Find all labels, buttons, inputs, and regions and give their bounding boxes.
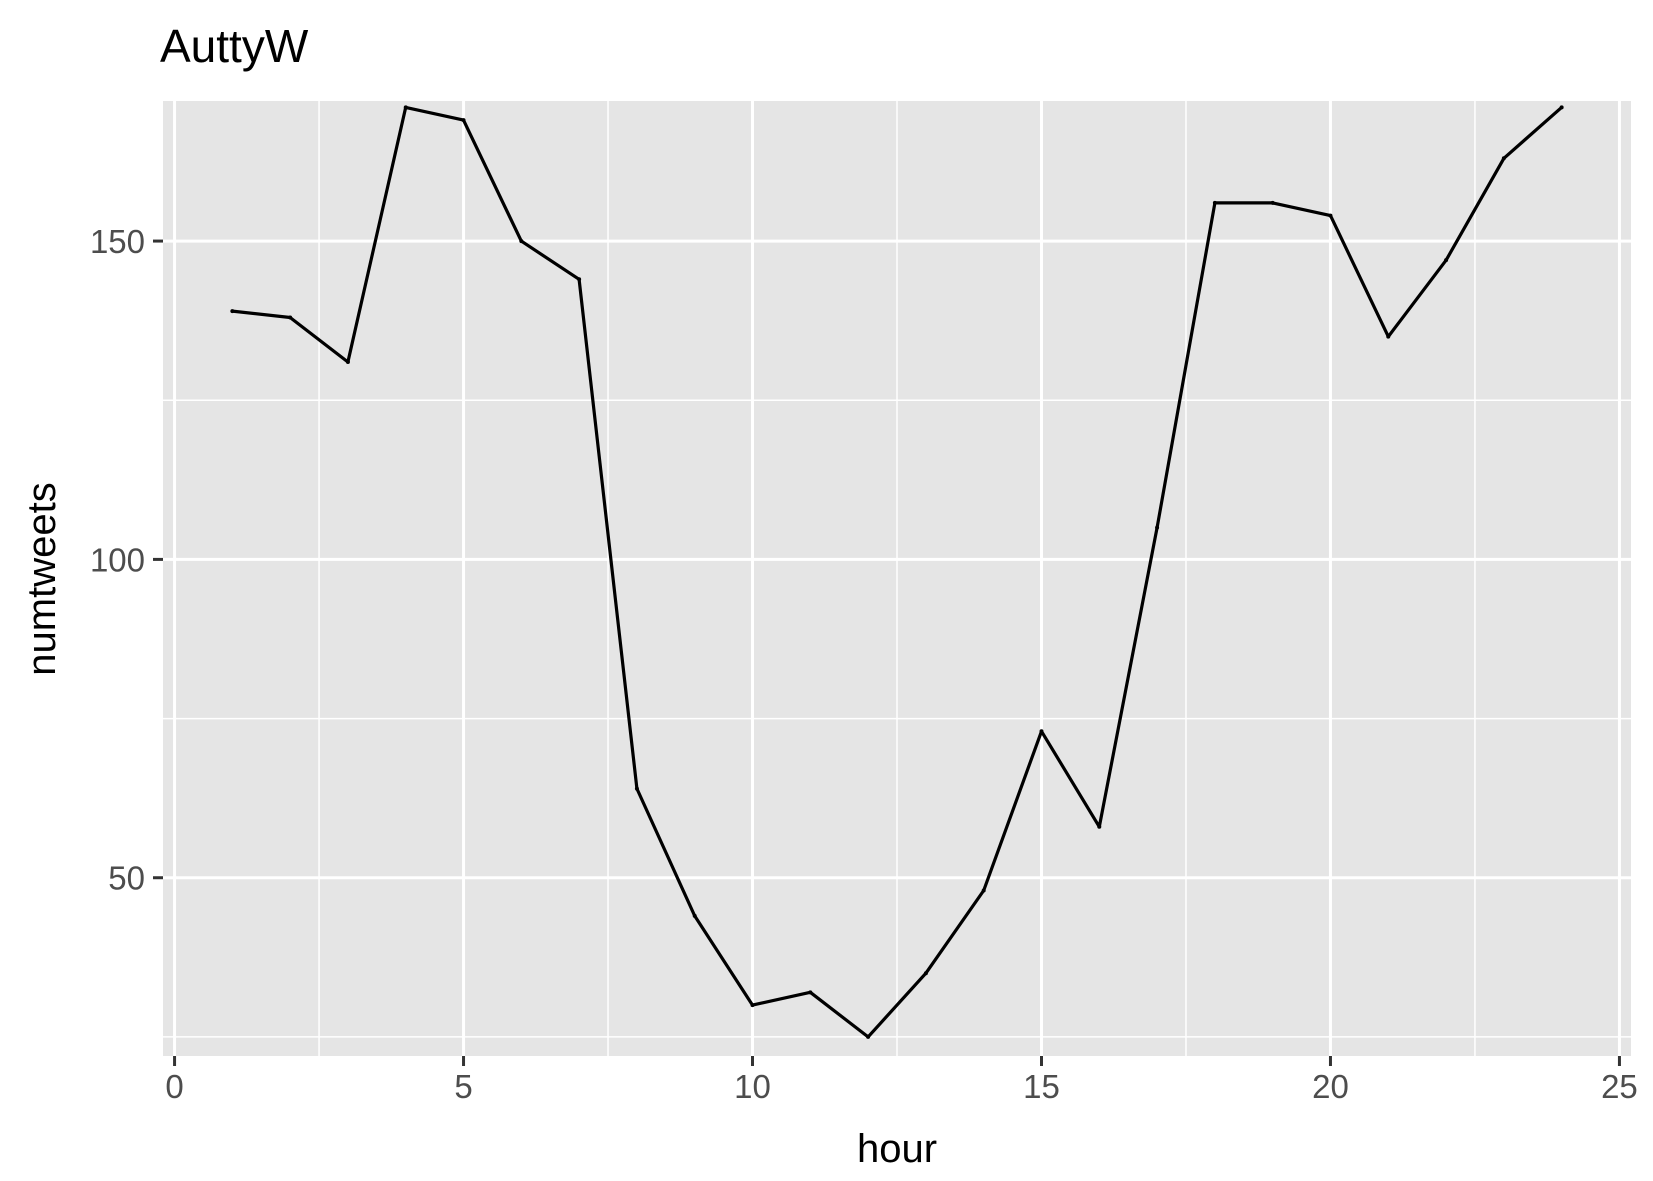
x-tick-label: 5 (454, 1068, 472, 1105)
data-point (692, 913, 697, 918)
data-point (230, 309, 235, 314)
data-point (866, 1034, 871, 1039)
data-point (1212, 200, 1217, 205)
x-axis-title: hour (857, 1127, 937, 1171)
data-point (1039, 729, 1044, 734)
x-tick-label: 25 (1601, 1068, 1638, 1105)
data-point (288, 315, 293, 320)
data-point (1444, 258, 1449, 263)
data-point (981, 888, 986, 893)
x-tick-label: 15 (1023, 1068, 1060, 1105)
data-point (1270, 200, 1275, 205)
y-axis-title: numtweets (20, 482, 64, 675)
data-point (1097, 824, 1102, 829)
data-point (1559, 105, 1564, 110)
data-point (577, 277, 582, 282)
data-point (1386, 334, 1391, 339)
x-tick-label: 10 (734, 1068, 771, 1105)
x-tick-label: 20 (1312, 1068, 1349, 1105)
data-point (634, 786, 639, 791)
chart-title: AuttyW (160, 20, 309, 72)
y-tick-label: 150 (90, 223, 145, 260)
data-point (403, 105, 408, 110)
y-tick-label: 100 (90, 541, 145, 578)
data-point (808, 990, 813, 995)
grid-lines (163, 101, 1631, 1056)
data-point (461, 118, 466, 123)
data-point (923, 971, 928, 976)
series-line (232, 105, 1563, 1039)
data-point (750, 1003, 755, 1008)
axes: 0 5 10 15 20 25 50 100 150 (90, 223, 1638, 1105)
data-point (1328, 213, 1333, 218)
x-tick-label: 0 (165, 1068, 183, 1105)
data-point (345, 360, 350, 365)
y-tick-label: 50 (108, 860, 145, 897)
data-point (519, 239, 524, 244)
data-point (1501, 156, 1506, 161)
data-point (1155, 525, 1160, 530)
series-layer (230, 105, 1564, 1039)
